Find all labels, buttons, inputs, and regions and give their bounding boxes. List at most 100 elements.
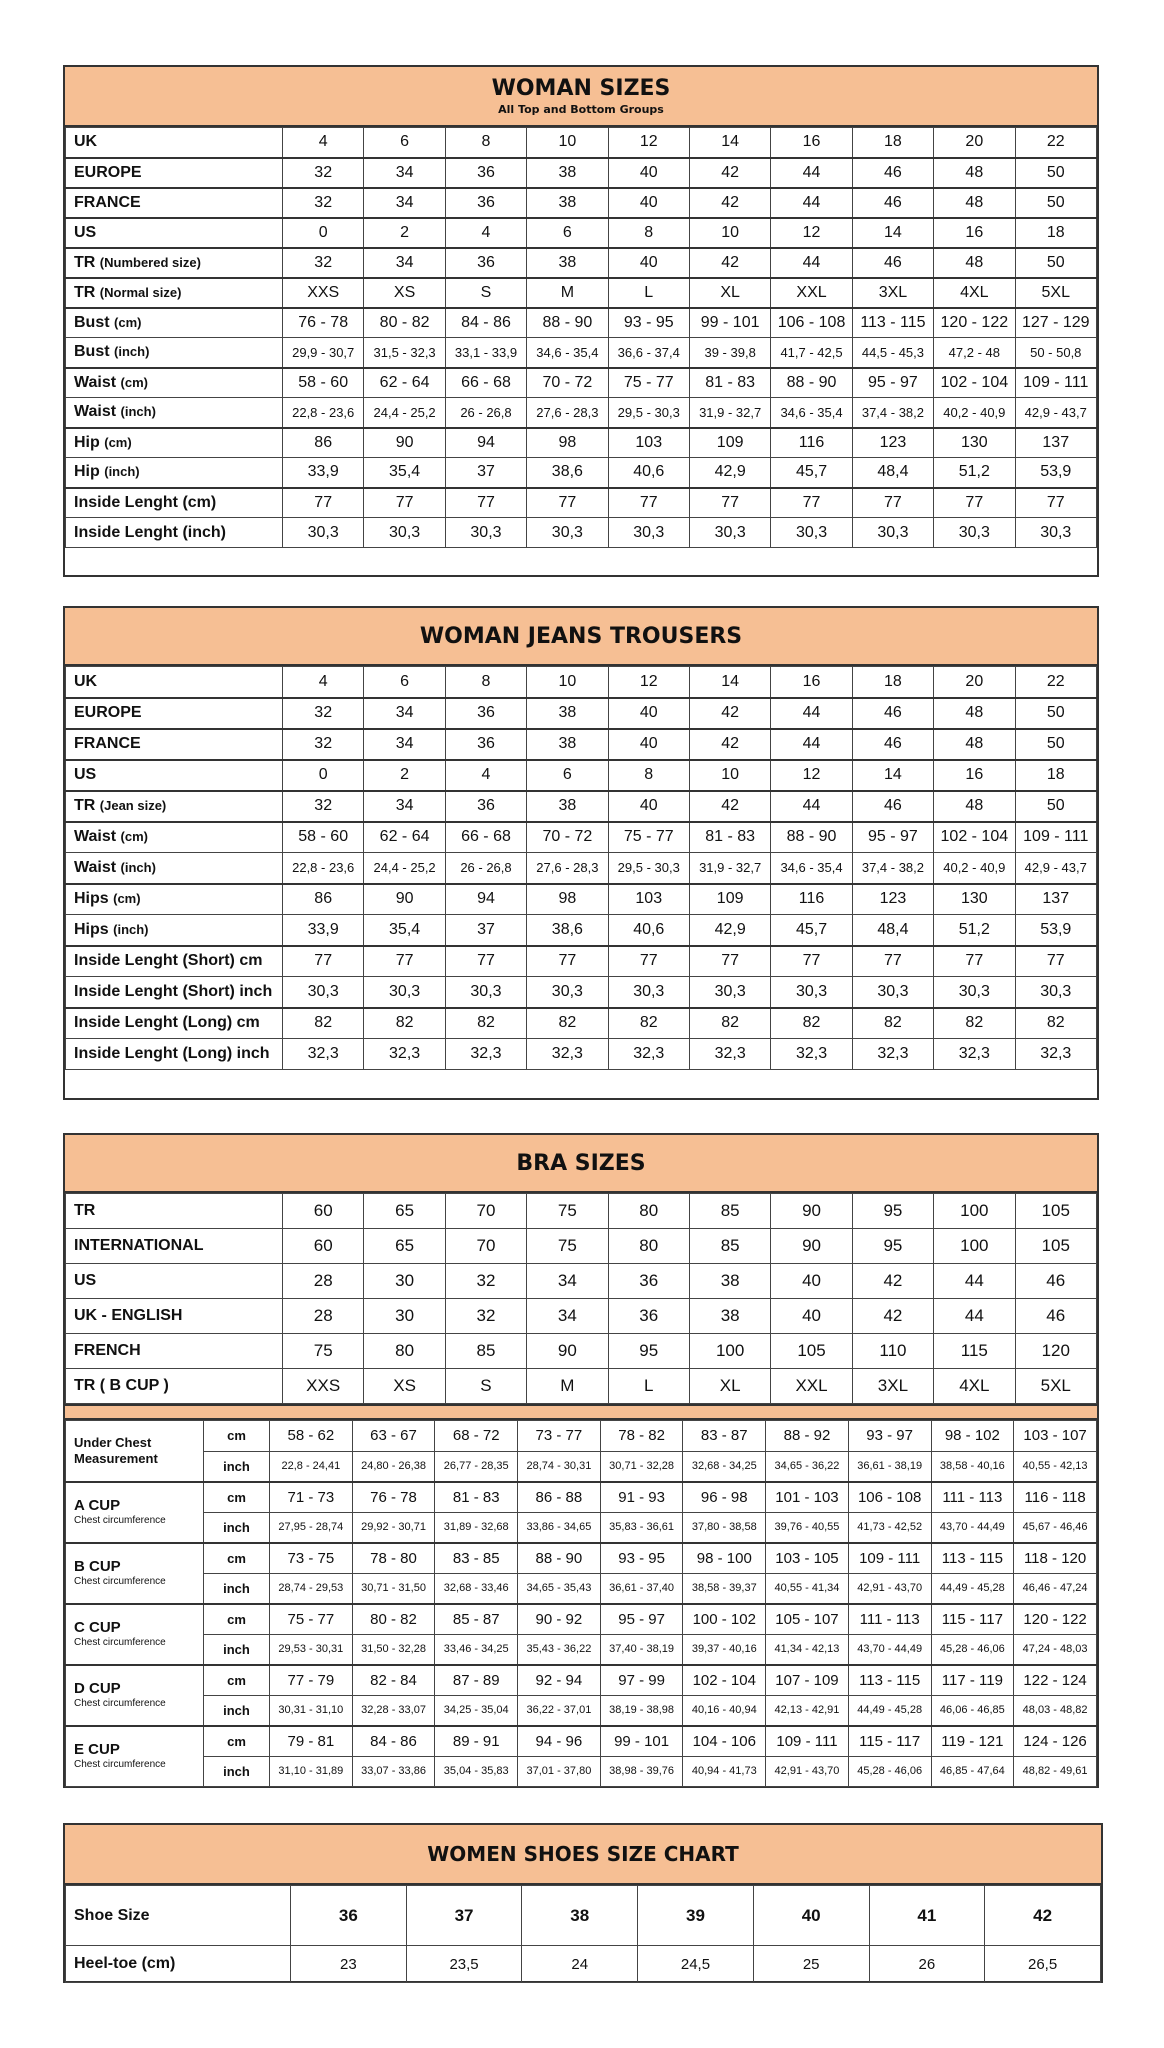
cell: 8 [444, 127, 528, 158]
table-row: INTERNATIONAL 60 65 70 75 80 85 90 95 100 105 [65, 1228, 1098, 1264]
cell: 77 [526, 486, 609, 518]
cell: 0 [281, 758, 365, 791]
cell: XL [688, 276, 772, 308]
cell: 80 [607, 1193, 690, 1229]
bra-sizes-table: BRA SIZES TR 60 65 70 75 80 85 90 95 100 105 INTERN… [63, 1133, 1099, 1788]
cell: 27,95 - 28,74 [269, 1511, 353, 1543]
cell: 18 [851, 666, 935, 698]
cell: 37,4 - 38,2 [851, 852, 935, 884]
cell: 40,16 - 40,94 [682, 1694, 767, 1726]
cell: 28 [281, 1263, 365, 1299]
group-caption: Chest circumference [74, 1637, 166, 1648]
cell: 36 [444, 727, 528, 760]
label-main: UK [74, 133, 98, 151]
table-header: WOMAN SIZES All Top and Bottom Groups [65, 67, 1097, 127]
row-label: TR (Normal size) [65, 276, 283, 308]
cell: 89 - 91 [434, 1724, 519, 1757]
cell: 31,9 - 32,7 [688, 397, 772, 428]
label-unit: (Numbered size) [99, 254, 201, 270]
cell: 32 [281, 789, 365, 822]
cell: 28,74 - 29,53 [269, 1572, 353, 1604]
cell: 95 - 97 [851, 366, 935, 398]
cell: 77 [1014, 486, 1098, 518]
cell: 12 [607, 666, 690, 698]
cell: 14 [688, 666, 772, 698]
cell: 31,50 - 32,28 [351, 1633, 436, 1665]
label-main: TR [74, 253, 96, 271]
cell: 70 - 72 [526, 820, 609, 853]
cell: 109 - 111 [1014, 820, 1098, 853]
cell: 36,6 - 37,4 [607, 337, 690, 368]
cell: 30,3 [933, 976, 1016, 1008]
table-row: Inside Lenght (Long) inch 32,3 32,3 32,3 32,… [65, 1038, 1098, 1070]
cell: 75 [526, 1193, 609, 1229]
cell: 85 [688, 1228, 772, 1264]
cell: 30,3 [607, 517, 690, 548]
cell: 60 [281, 1193, 365, 1229]
cell: 38 [688, 1298, 772, 1334]
cell: 77 [933, 944, 1016, 977]
label-main: EUROPE [74, 163, 142, 181]
cell: 75 [281, 1333, 365, 1369]
cell: 106 - 108 [770, 306, 853, 338]
cell: 31,10 - 31,89 [269, 1755, 353, 1787]
cell: 98 [526, 426, 609, 458]
cell: 6 [526, 758, 609, 791]
label-unit: (inch) [114, 344, 150, 360]
cell: 39 [637, 1885, 754, 1946]
cell: 41,7 - 42,5 [770, 337, 853, 368]
cell: 6 [526, 216, 609, 248]
group-label: Under Chest Measurement [65, 1420, 204, 1482]
cell: 32,3 [851, 1038, 935, 1070]
cell: 4 [444, 758, 528, 791]
cell: 41 [868, 1885, 986, 1946]
label-main: Hip [74, 463, 100, 481]
cell: 90 - 92 [517, 1602, 601, 1635]
cell: 35,4 [363, 914, 446, 946]
cell: 98 [526, 882, 609, 915]
cell: 30 [363, 1298, 446, 1334]
cell: 4 [281, 127, 365, 158]
cell: M [526, 1368, 609, 1404]
table-row: TR (Normal size) XXS XS S M L XL XXL 3XL 4XL 5XL [65, 276, 1098, 308]
table-row: D CUP Chest circumference cm 77 - 79 82 - 84… [65, 1663, 1097, 1726]
cell: 70 - 72 [526, 366, 609, 398]
group-caption: Chest circumference [74, 1759, 166, 1771]
cell: 34 [363, 246, 446, 278]
cell: 8 [444, 666, 528, 698]
cell: 47,2 - 48 [933, 337, 1016, 368]
cell: L [607, 1368, 690, 1404]
cell: 30,3 [444, 976, 528, 1008]
cell: 82 [770, 1006, 853, 1039]
cell: 117 - 119 [930, 1663, 1015, 1696]
cell: 30,3 [526, 517, 609, 548]
cell: 37,40 - 38,19 [599, 1633, 684, 1665]
cell: 46 [851, 727, 935, 760]
label-unit: (inch) [120, 404, 156, 420]
cell: 30,3 [770, 517, 853, 548]
label-main: FRANCE [74, 735, 141, 752]
cell: 100 - 102 [682, 1602, 767, 1635]
cell: 94 - 96 [517, 1724, 601, 1757]
label-main: Bust [74, 313, 110, 331]
cell: 94 [444, 426, 528, 458]
cell: 80 [363, 1333, 446, 1369]
cell: 79 - 81 [269, 1724, 353, 1757]
cell: 35,83 - 36,61 [599, 1511, 684, 1543]
cell: 23,5 [405, 1945, 523, 1983]
table-row: Inside Lenght (Long) cm 82 82 82 82 82 82 82 82 8… [65, 1006, 1098, 1039]
unit-label: cm [203, 1663, 270, 1696]
cell: 30,3 [688, 976, 772, 1008]
cell: 46,46 - 47,24 [1013, 1572, 1097, 1604]
row-label: US [65, 216, 283, 248]
cell: 98 - 102 [930, 1420, 1015, 1452]
cell: 35,04 - 35,83 [434, 1755, 519, 1787]
table-title: WOMEN SHOES SIZE CHART [427, 1842, 739, 1866]
cell: 42 [688, 727, 772, 760]
cell: 10 [688, 758, 772, 791]
group-caption: Chest circumference [74, 1515, 166, 1526]
cell: 42,91 - 43,70 [765, 1755, 849, 1787]
cell: 35,43 - 36,22 [517, 1633, 601, 1665]
cell: 33,07 - 33,86 [351, 1755, 436, 1787]
cell: 106 - 108 [847, 1480, 932, 1513]
